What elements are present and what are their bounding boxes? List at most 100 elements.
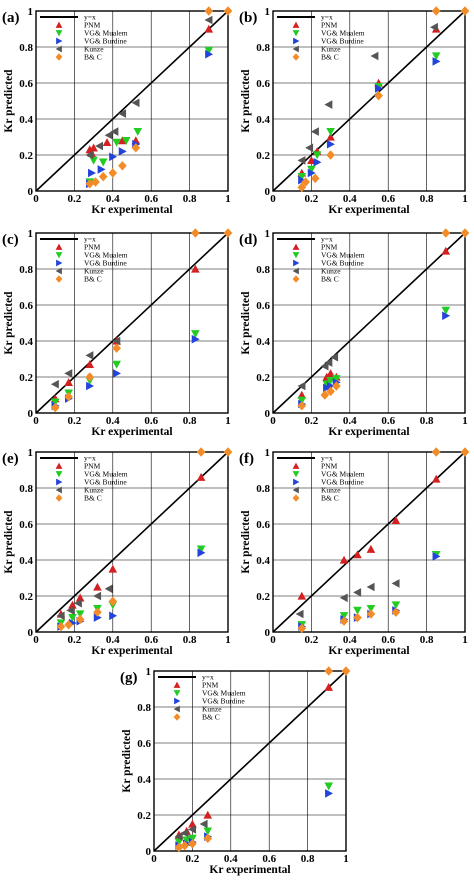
data-point-vg-mualem: [391, 601, 401, 610]
data-point-b-c: [431, 6, 441, 16]
y-tick-label: 0: [28, 627, 34, 639]
legend-marker-kunze: [55, 486, 62, 494]
data-point-vg-mualem: [339, 612, 349, 621]
x-tick-label: 0.8: [420, 415, 434, 427]
legend-marker-pnm: [55, 21, 63, 28]
legend-marker-vg-burdine: [174, 697, 181, 705]
y-tick-label: 0: [265, 627, 271, 639]
plot-frame: [153, 670, 347, 852]
legend-marker-b-c: [55, 53, 63, 61]
x-tick-label: 0.6: [381, 415, 395, 427]
legend-label: VG& Burdine: [84, 37, 127, 46]
series-vg-mualem: [50, 330, 200, 407]
legend-marker-vg-mualem: [55, 30, 63, 37]
data-point-kunze: [85, 150, 94, 160]
legend-label: PNM: [321, 21, 338, 30]
data-point-vg-mualem: [196, 545, 206, 554]
data-point-pnm: [366, 544, 376, 553]
x-tick-label: 1: [462, 415, 468, 427]
data-point-vg-burdine: [118, 147, 127, 156]
panel-a: 0 0.2 0.4 0.6 0.8 1 0 0.2 0.4 0.6 0.8 1 Kr experimen…: [2, 6, 233, 216]
legend-marker-vg-mualem: [55, 252, 63, 259]
y-tick-label: 0.8: [19, 483, 33, 495]
data-point-pnm: [64, 378, 73, 387]
data-point-kunze: [56, 611, 65, 621]
y-tick-label: 0.6: [256, 519, 270, 531]
legend-marker-vg-mualem: [292, 252, 300, 259]
legend-label: Kunze: [321, 45, 341, 54]
x-tick-label: 0: [33, 634, 39, 646]
legend-label: VG& Mualem: [202, 689, 246, 698]
series-vg-burdine: [298, 311, 451, 409]
data-point-b-c: [108, 168, 118, 178]
legend-marker-vg-burdine: [293, 37, 300, 45]
x-tick-label: 0.6: [144, 193, 158, 205]
data-point-b-c: [174, 842, 184, 853]
y-tick-label: 0.8: [256, 483, 270, 495]
data-point-vg-burdine: [109, 611, 118, 621]
data-point-b-c: [188, 839, 197, 849]
legend-marker-b-c: [55, 494, 63, 502]
data-point-vg-burdine: [86, 381, 95, 391]
panel-label: (a): [2, 10, 20, 26]
legend-marker-kunze: [55, 45, 62, 53]
series-y-x: [153, 670, 347, 852]
data-point-b-c: [118, 161, 127, 171]
legend-label: Kunze: [321, 267, 341, 276]
x-tick-label: 0.2: [68, 634, 82, 646]
series-kunze: [56, 584, 113, 621]
y-tick-label: 0.6: [256, 78, 270, 90]
data-point-b-c: [431, 447, 441, 457]
data-point-vg-mualem: [112, 138, 121, 147]
data-point-vg-mualem: [431, 52, 441, 61]
legend-marker-vg-mualem: [292, 30, 300, 37]
x-tick-label: 0.2: [68, 193, 82, 205]
legend-marker-b-c: [55, 275, 63, 283]
legend-marker-kunze: [292, 486, 299, 494]
panel-e: 0 0.2 0.4 0.6 0.8 1 0 0.2 0.4 0.6 0.8 1 Kr experimen…: [2, 447, 233, 657]
reference-line-y-equals-x: [153, 670, 347, 852]
grid: [36, 452, 228, 632]
data-point-b-c: [339, 616, 349, 626]
data-point-kunze: [297, 156, 306, 165]
data-point-b-c: [98, 171, 108, 182]
y-axis-label: Kr predicted: [121, 729, 133, 793]
legend-marker-pnm: [292, 462, 300, 469]
series-vg-burdine: [51, 334, 200, 411]
y-tick-label: 0.2: [137, 810, 151, 822]
x-tick-label: 0.6: [144, 634, 158, 646]
x-tick-label: 0.8: [183, 415, 197, 427]
data-point-b-c: [203, 833, 213, 844]
legend-marker-b-c: [292, 53, 300, 61]
legend-marker-b-c: [173, 713, 181, 721]
legend-label: B& C: [84, 275, 102, 284]
panel-g: 0 0.2 0.4 0.6 0.8 1 0 0.2 0.4 0.6 0.8 1 Kr experimen…: [120, 666, 351, 876]
data-point-vg-mualem: [133, 127, 143, 136]
data-point-vg-mualem: [307, 165, 316, 174]
legend-marker-vg-burdine: [293, 259, 300, 267]
legend-label: y=x: [321, 454, 333, 463]
reference-line-y-equals-x: [272, 10, 466, 192]
series-vg-burdine: [298, 57, 441, 185]
y-tick-label: 1: [146, 666, 152, 678]
y-tick-label: 0.2: [19, 150, 33, 162]
data-point-b-c: [353, 612, 362, 623]
grid: [273, 452, 465, 632]
series-b-c: [297, 447, 470, 634]
legend-label: VG& Burdine: [84, 259, 127, 268]
x-tick-label: 0.2: [305, 193, 319, 205]
y-axis-label: Kr predicted: [240, 510, 252, 574]
data-point-pnm: [196, 472, 206, 481]
data-point-vg-mualem: [174, 838, 184, 847]
series-vg-mualem: [297, 550, 441, 630]
legend-label: B& C: [321, 275, 339, 284]
legend-marker-pnm: [292, 21, 300, 28]
legend-label: PNM: [84, 21, 101, 30]
y-tick-label: 0.8: [19, 264, 33, 276]
x-tick-label: 1: [343, 853, 349, 865]
y-tick-label: 0.8: [137, 702, 151, 714]
series-kunze: [297, 352, 339, 391]
data-point-kunze: [295, 609, 304, 619]
x-axis-label: Kr experimental: [328, 645, 409, 657]
